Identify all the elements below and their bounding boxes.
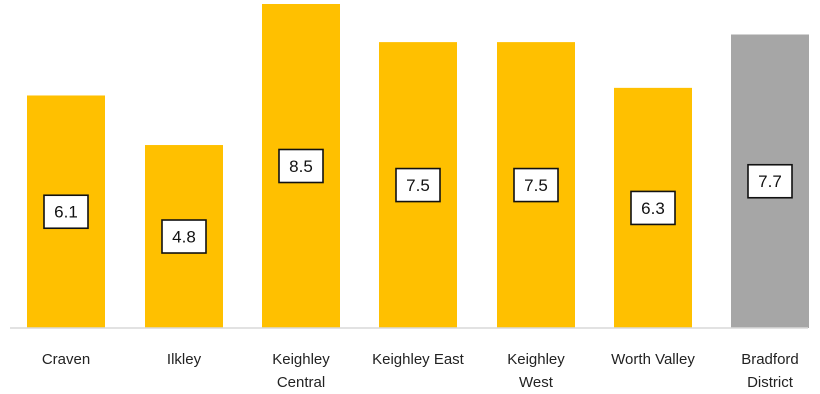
data-label-text: 7.5 bbox=[406, 176, 430, 195]
data-label-box bbox=[513, 167, 559, 203]
tick-label-craven: Craven bbox=[42, 351, 90, 368]
tick-label-bradford-district-line-1: Bradford bbox=[741, 351, 799, 368]
data-labels-layer: 6.1 4.8 8.5 7.5 7.5 6.3 7.7 bbox=[43, 148, 793, 254]
tick-label-worth-valley: Worth Valley bbox=[611, 351, 695, 368]
data-label-box bbox=[161, 219, 207, 254]
data-label-box bbox=[395, 167, 441, 203]
data-label-ilkley: 4.8 bbox=[161, 219, 207, 254]
data-label-text: 7.7 bbox=[758, 172, 782, 191]
tick-label-keighley-central-line-2: Central bbox=[277, 374, 325, 391]
data-label-text: 8.5 bbox=[289, 157, 313, 176]
data-label-keighley-east: 7.5 bbox=[395, 167, 441, 203]
data-label-worth-valley: 6.3 bbox=[630, 190, 676, 226]
data-label-box bbox=[747, 163, 793, 199]
category-labels-layer: Craven Ilkley Keighley Central Keighley East… bbox=[42, 351, 799, 391]
data-label-text: 4.8 bbox=[172, 228, 196, 247]
data-label-bradford-district: 7.7 bbox=[747, 163, 793, 199]
data-label-box bbox=[278, 148, 324, 184]
data-label-text: 7.5 bbox=[524, 176, 548, 195]
data-label-box bbox=[630, 190, 676, 226]
tick-label-keighley-east: Keighley East bbox=[372, 351, 465, 368]
data-label-text: 6.1 bbox=[54, 203, 78, 222]
tick-label-keighley-west-line-2: West bbox=[519, 374, 554, 391]
tick-label-ilkley: Ilkley bbox=[167, 351, 202, 368]
data-label-keighley-west: 7.5 bbox=[513, 167, 559, 203]
data-label-keighley-central: 8.5 bbox=[278, 148, 324, 184]
data-label-text: 6.3 bbox=[641, 199, 665, 218]
data-label-craven: 6.1 bbox=[43, 194, 89, 230]
bars-layer bbox=[27, 4, 809, 329]
tick-label-keighley-central-line-1: Keighley bbox=[272, 351, 330, 368]
tick-label-bradford-district-line-2: District bbox=[747, 374, 794, 391]
data-label-box bbox=[43, 194, 89, 230]
tick-label-keighley-west-line-1: Keighley bbox=[507, 351, 565, 368]
